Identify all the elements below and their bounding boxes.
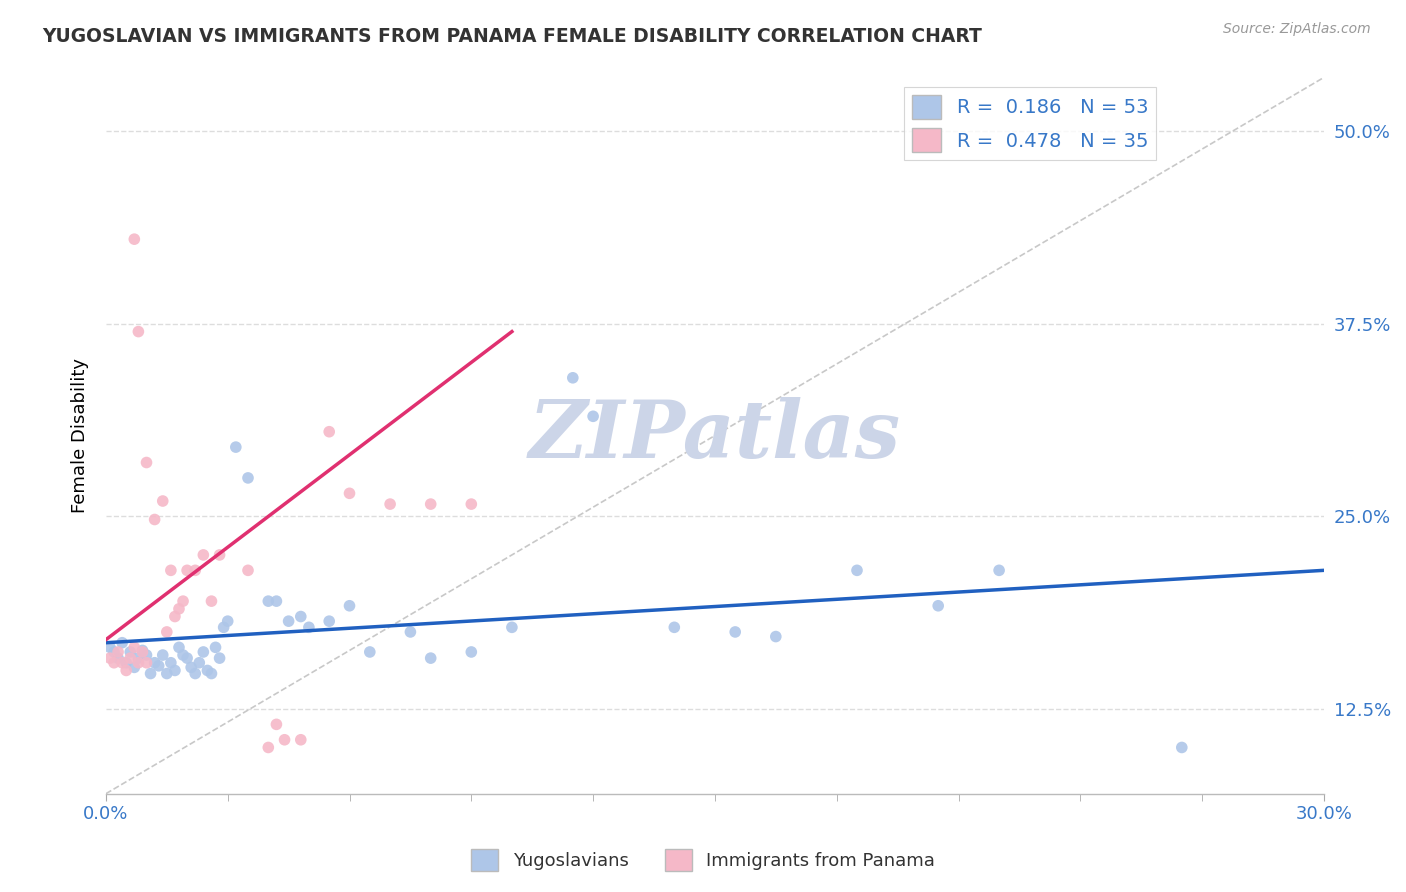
Point [664, 620, 686, 634]
Point [188, 656, 211, 670]
Point [160, 656, 183, 670]
Point [339, 599, 361, 613]
Point [204, 640, 226, 655]
Point [236, 563, 259, 577]
Point [103, 645, 125, 659]
Point [135, 648, 157, 662]
Point [156, 666, 179, 681]
Point [378, 497, 401, 511]
Point [180, 660, 202, 674]
Point [127, 651, 149, 665]
Point [419, 651, 441, 665]
Point [107, 645, 129, 659]
Point [135, 656, 157, 670]
Point [197, 664, 219, 678]
Point [277, 614, 299, 628]
Point [111, 656, 134, 670]
Point [236, 471, 259, 485]
Point [765, 630, 787, 644]
Point [115, 656, 138, 670]
Point [135, 456, 157, 470]
Point [160, 563, 183, 577]
Point [163, 609, 186, 624]
Y-axis label: Female Disability: Female Disability [72, 358, 89, 513]
Point [156, 624, 179, 639]
Point [103, 656, 125, 670]
Point [120, 645, 142, 659]
Point [359, 645, 381, 659]
Point [124, 232, 146, 246]
Point [148, 658, 170, 673]
Point [927, 599, 949, 613]
Point [273, 732, 295, 747]
Point [217, 614, 239, 628]
Point [172, 648, 194, 662]
Point [266, 594, 288, 608]
Point [131, 643, 153, 657]
Point [988, 563, 1011, 577]
Point [98, 651, 121, 665]
Point [561, 371, 583, 385]
Point [399, 624, 422, 639]
Point [339, 486, 361, 500]
Point [318, 425, 340, 439]
Text: ZIPatlas: ZIPatlas [529, 397, 901, 475]
Point [107, 651, 129, 665]
Point [176, 563, 198, 577]
Point [111, 636, 134, 650]
Point [257, 594, 280, 608]
Point [582, 409, 605, 424]
Point [143, 512, 166, 526]
Point [724, 624, 747, 639]
Point [257, 740, 280, 755]
Point [212, 620, 235, 634]
Point [139, 666, 162, 681]
Text: Source: ZipAtlas.com: Source: ZipAtlas.com [1223, 22, 1371, 37]
Legend: R =  0.186   N = 53, R =  0.478   N = 35: R = 0.186 N = 53, R = 0.478 N = 35 [904, 87, 1156, 160]
Point [225, 440, 247, 454]
Point [1171, 740, 1194, 755]
Point [200, 666, 222, 681]
Point [152, 494, 174, 508]
Point [184, 666, 207, 681]
Point [501, 620, 523, 634]
Point [290, 732, 312, 747]
Point [163, 664, 186, 678]
Legend: Yugoslavians, Immigrants from Panama: Yugoslavians, Immigrants from Panama [464, 842, 942, 879]
Point [152, 648, 174, 662]
Point [127, 656, 149, 670]
Point [193, 548, 215, 562]
Point [124, 640, 146, 655]
Point [167, 640, 190, 655]
Point [208, 548, 231, 562]
Point [98, 640, 121, 655]
Point [208, 651, 231, 665]
Point [460, 645, 482, 659]
Text: YUGOSLAVIAN VS IMMIGRANTS FROM PANAMA FEMALE DISABILITY CORRELATION CHART: YUGOSLAVIAN VS IMMIGRANTS FROM PANAMA FE… [42, 27, 981, 45]
Point [124, 660, 146, 674]
Point [184, 563, 207, 577]
Point [193, 645, 215, 659]
Point [120, 651, 142, 665]
Point [266, 717, 288, 731]
Point [176, 651, 198, 665]
Point [419, 497, 441, 511]
Point [460, 497, 482, 511]
Point [131, 645, 153, 659]
Point [143, 656, 166, 670]
Point [290, 609, 312, 624]
Point [167, 602, 190, 616]
Point [127, 325, 149, 339]
Point [172, 594, 194, 608]
Point [200, 594, 222, 608]
Point [318, 614, 340, 628]
Point [115, 664, 138, 678]
Point [846, 563, 869, 577]
Point [298, 620, 321, 634]
